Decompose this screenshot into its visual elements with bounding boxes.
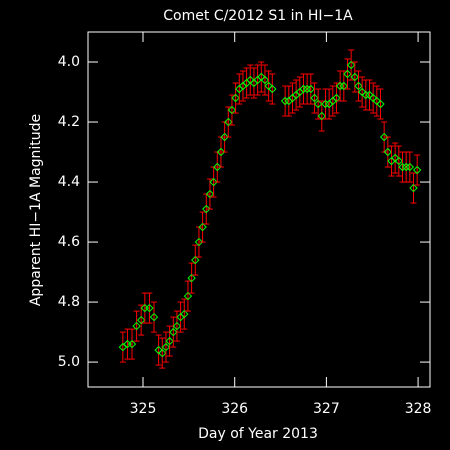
y-tick-label: 4.0 [58,54,80,70]
data-point [220,132,229,142]
data-point [401,162,411,172]
data-point [227,105,237,115]
data-point [332,93,341,103]
data-point [335,81,345,91]
data-point [169,327,178,337]
data-point [202,204,211,214]
data-point [209,177,218,187]
data-point [205,189,215,199]
data-point [361,90,371,100]
data-point [354,81,363,91]
data-point [224,117,233,127]
y-tick-label: 4.8 [58,294,80,310]
data-point [145,303,154,313]
x-tick-label: 328 [405,401,432,417]
data-point [383,147,393,157]
chart-title: Comet C/2012 S1 in HI−1A [163,8,353,24]
data-point [198,222,207,232]
data-point [376,99,385,109]
data-point [191,255,200,265]
data-point [405,162,415,172]
plot-frame [87,31,431,388]
data-point [260,75,270,85]
data-point [172,321,182,331]
data-point [350,72,360,82]
y-tick-label: 4.2 [58,114,80,130]
data-point [280,96,290,106]
x-tick-label: 326 [221,401,248,417]
data-point [343,69,352,79]
data-point [317,111,327,121]
data-point [183,291,193,301]
y-tick-label: 4.6 [58,234,80,250]
data-point [187,273,196,283]
data-point [132,321,141,331]
data-point [313,99,323,109]
data-point [306,84,316,94]
data-point [394,156,404,166]
data-point [165,336,174,346]
data-point [321,99,330,109]
data-point [136,315,146,325]
data-point [213,162,222,172]
data-point [268,84,277,94]
data-point [180,309,189,319]
data-point [161,342,171,352]
data-point [158,348,167,358]
data-point [149,312,159,322]
data-point [127,339,137,349]
x-tick-label: 325 [130,401,157,417]
data-point [409,183,418,193]
x-axis-label: Day of Year 2013 [198,426,318,442]
data-point [231,93,240,103]
x-tick-label: 327 [313,401,340,417]
data-point [302,84,312,94]
y-axis-label: Apparent HI−1A Magnitude [28,114,44,306]
data-point [339,81,349,91]
data-point [216,147,226,157]
data-point [194,237,204,247]
y-tick-label: 4.4 [58,174,80,190]
data-point [398,162,407,172]
data-point [299,84,308,94]
data-point [379,132,389,142]
y-tick-label: 5.0 [58,354,80,370]
data-point [412,165,422,175]
data-point [346,60,356,70]
data-point [310,93,319,103]
